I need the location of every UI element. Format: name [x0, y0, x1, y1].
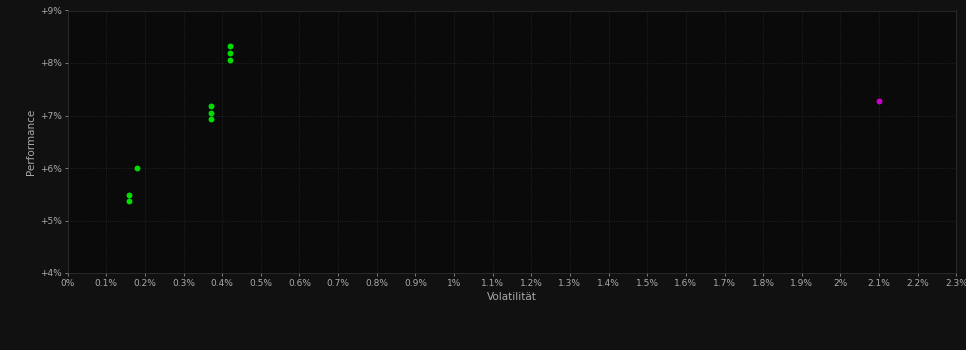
Point: [129, 165, 145, 171]
X-axis label: Volatilität: Volatilität: [487, 292, 537, 302]
Point: [122, 198, 137, 203]
Y-axis label: Performance: Performance: [26, 108, 36, 175]
Point: [222, 57, 238, 63]
Point: [122, 193, 137, 198]
Point: [222, 43, 238, 49]
Point: [871, 98, 887, 104]
Point: [222, 50, 238, 55]
Point: [203, 103, 218, 109]
Point: [203, 116, 218, 122]
Point: [203, 110, 218, 116]
